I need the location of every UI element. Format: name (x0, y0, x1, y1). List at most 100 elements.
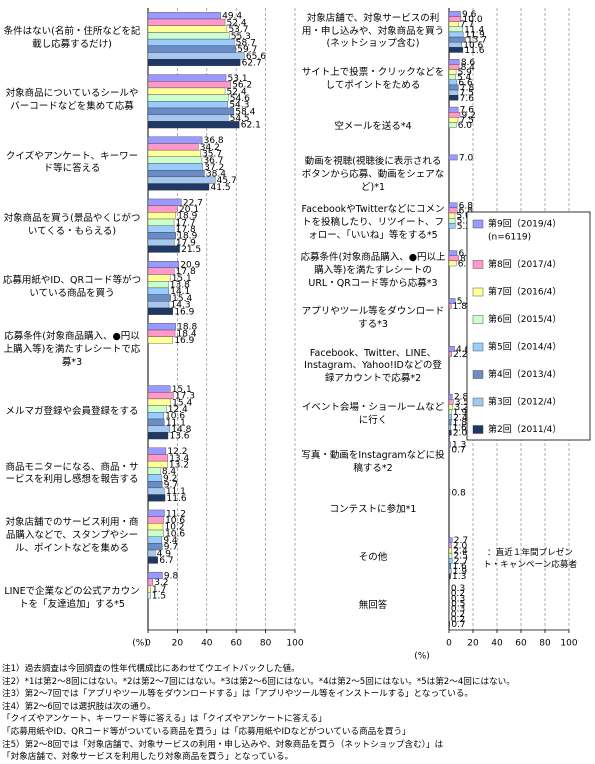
bar (147, 183, 210, 191)
bar (448, 429, 452, 436)
bar (147, 329, 176, 337)
bar (147, 245, 180, 253)
note: 「対象店舗で、対象サービスを利用したり対象商品を買う」となっている。 (2, 752, 294, 763)
value-label: 62.7 (242, 59, 262, 69)
value-label: 3.2 (454, 403, 468, 413)
bar (147, 38, 235, 46)
value-label: 11.6 (167, 494, 187, 504)
bar (147, 549, 156, 557)
bar (147, 425, 170, 433)
value-label: 1.6 (452, 424, 467, 434)
value-label: 13.7 (467, 36, 487, 46)
value-label: 52.4 (227, 18, 247, 28)
bar (147, 12, 221, 20)
category-label: クイズやアンケート、キーワード等に答える (5, 150, 139, 175)
bar (448, 250, 458, 256)
legend-swatch (472, 397, 484, 407)
bar (448, 112, 461, 118)
value-label: 18.9 (177, 212, 197, 222)
value-label: 54.6 (230, 94, 250, 104)
value-label: 1.8 (453, 418, 468, 428)
value-label: 6.8 (459, 201, 474, 211)
bar (448, 621, 451, 627)
category-label: その他 (358, 551, 388, 563)
value-label: 9.7 (164, 543, 178, 553)
value-label: 34.2 (200, 143, 220, 153)
bar (147, 52, 245, 60)
value-label: 0.8 (451, 488, 466, 498)
x-axis-label: (%) (414, 652, 430, 662)
value-label: 0.5 (451, 600, 465, 610)
value-label: 7.8 (460, 83, 475, 93)
value-label: 11.2 (166, 509, 186, 519)
value-label: 10.6 (165, 412, 185, 422)
bar (147, 307, 174, 315)
value-label: 36.8 (204, 136, 224, 146)
value-label: 8.4 (461, 63, 476, 73)
value-label: 9.8 (164, 571, 179, 581)
value-label: 21.5 (181, 245, 201, 255)
x-tick-label: 80 (260, 639, 272, 649)
value-label: 54.5 (230, 114, 250, 124)
legend-label: 第5回（2014/4） (488, 341, 561, 353)
bar (147, 198, 182, 206)
value-label: 1.9 (453, 408, 468, 418)
x-tick-label: 60 (230, 639, 242, 649)
value-label: 18.4 (177, 329, 197, 339)
value-label: 4.9 (157, 549, 172, 559)
value-label: 7.7 (460, 20, 474, 30)
legend-label: (n=6119) (488, 233, 531, 243)
x-tick-label: 100 (560, 639, 577, 649)
x-tick-label: 20 (467, 639, 479, 649)
bar (147, 170, 205, 178)
bar (448, 89, 459, 96)
value-label: 10.6 (165, 516, 185, 526)
x-tick-label: 20 (172, 639, 184, 649)
value-label: 52.4 (227, 87, 247, 97)
value-label: 11.6 (464, 46, 484, 56)
bar (147, 405, 167, 413)
bar (448, 122, 457, 128)
bar (147, 281, 169, 289)
bar (147, 287, 169, 295)
bar (147, 149, 201, 157)
value-label: 16.9 (174, 307, 194, 317)
bar (147, 467, 161, 475)
bar (448, 446, 451, 453)
bar (147, 412, 164, 420)
note: 「クイズやアンケート、キーワード等に答える」は「クイズやアンケートに答える」 (2, 714, 327, 725)
bar (448, 537, 453, 543)
value-label: 5.2 (457, 297, 471, 307)
x-tick-label: 0 (446, 639, 452, 649)
bar (448, 11, 461, 17)
value-label: 53.7 (228, 25, 248, 35)
category-label: 空メールを送る*4 (334, 121, 412, 133)
note: 注3）第2～7回では「アプリやツール等をダウンロードする」は「アプリやツール等を… (2, 689, 474, 700)
bar (147, 163, 203, 171)
bar (448, 542, 452, 549)
bar (448, 303, 452, 309)
x-tick-label: 40 (491, 639, 503, 649)
value-label: 18.8 (177, 323, 197, 333)
value-label: 13.8 (170, 281, 190, 291)
value-label: 17.3 (175, 392, 195, 402)
value-label: 6.8 (459, 206, 474, 216)
value-label: 37.2 (204, 163, 224, 173)
bar (448, 106, 459, 113)
bar (448, 217, 456, 224)
bar (448, 117, 459, 123)
legend-label: 第7回（2016/4） (488, 286, 561, 298)
bar (147, 87, 226, 95)
bar (147, 529, 164, 537)
value-label: 0.2 (451, 610, 465, 620)
value-label: 0.7 (451, 620, 465, 630)
bar (147, 487, 165, 495)
value-label: 5.0 (457, 212, 472, 222)
value-label: 2.0 (453, 429, 468, 439)
bar (147, 101, 228, 109)
category-label: FacebookやTwitterなどにコメントを投稿したり、リツイート、フォロー… (301, 204, 445, 241)
bar (147, 74, 227, 82)
note: 注1）過去調査は今回調査の性年代構成比にあわせてウエイトバックした値。 (2, 664, 300, 674)
note: 「応募用紙やID、QRコード等がついている商品を買う」は「応募用紙やIDなどがつ… (2, 727, 411, 737)
note: 注2）*1は第2～8回にはない。*2は第2～7回にはない。*3は第2～6回にはな… (2, 676, 515, 687)
